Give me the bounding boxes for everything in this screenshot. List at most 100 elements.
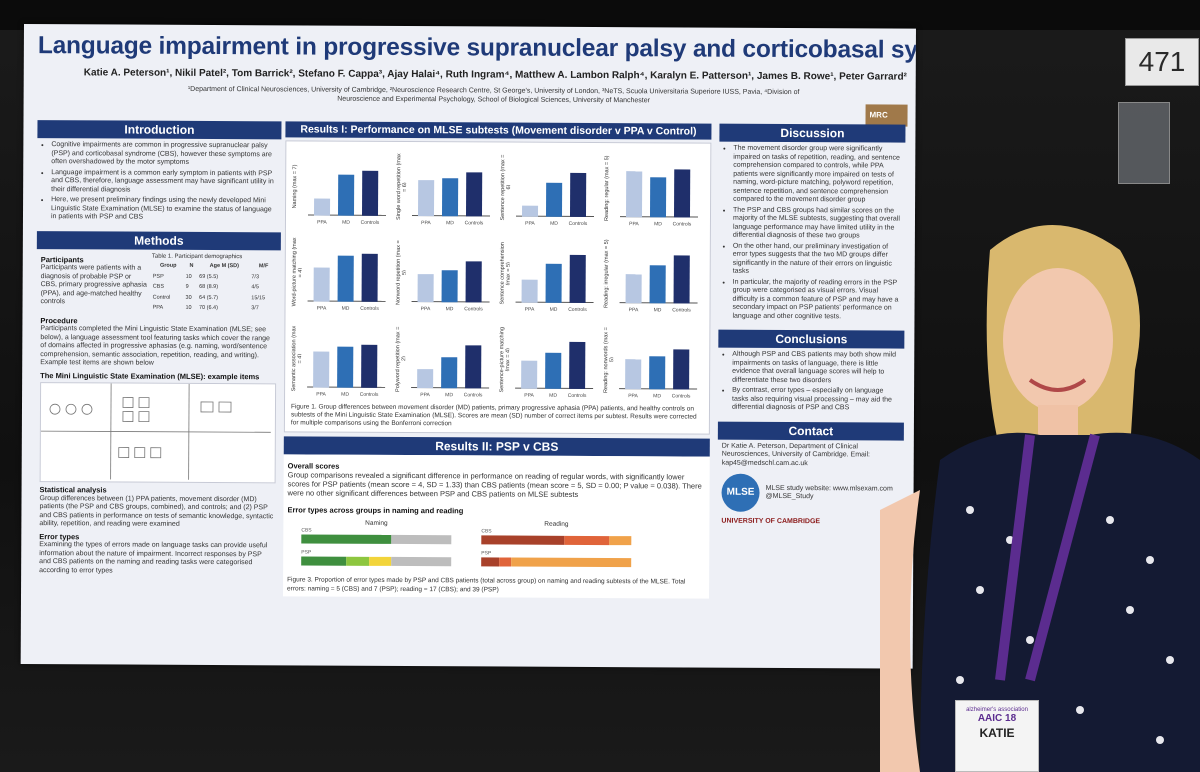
lanyard-left bbox=[995, 434, 1035, 681]
chart-bar bbox=[569, 172, 587, 217]
chart-bar bbox=[337, 255, 354, 302]
chart-bar bbox=[521, 205, 539, 217]
table-cell: 30 bbox=[185, 294, 192, 301]
chart-x-tick: PPA bbox=[524, 306, 535, 313]
contact-heading: Contact bbox=[717, 421, 904, 441]
chart-x-tick: MD bbox=[445, 392, 453, 399]
table-cell: 68 (8.9) bbox=[199, 283, 219, 291]
table-cell: 15/15 bbox=[251, 294, 266, 301]
introduction-heading: Introduction bbox=[37, 120, 282, 140]
discussion-heading: Discussion bbox=[719, 123, 906, 143]
chart-x-tick: PPA bbox=[628, 307, 639, 314]
mlse-subtest-chart: Single word repetition (max = 6) PPA MD Con… bbox=[394, 146, 494, 231]
bar-segment bbox=[511, 557, 632, 568]
chart-x-tick: PPA bbox=[629, 221, 639, 228]
chart-x-tick: MD bbox=[549, 306, 558, 313]
chart-x-tick: PPA bbox=[628, 393, 638, 400]
chart-bar bbox=[338, 174, 355, 216]
procedure-text: Participants completed the Mini Linguist… bbox=[40, 325, 270, 367]
intro-bullet: Here, we present preliminary findings us… bbox=[51, 196, 277, 223]
chart-x-tick: PPA bbox=[316, 305, 327, 312]
chart-bar bbox=[362, 170, 379, 216]
dress-polka-dots bbox=[956, 506, 1174, 744]
chart-ylabel: Sentence-picture matching (max = 4) bbox=[499, 326, 510, 393]
research-poster: Language impairment in progressive supra… bbox=[20, 24, 916, 669]
chart-x-tick: PPA bbox=[420, 306, 431, 313]
chart-x-tick: Controls bbox=[672, 221, 692, 228]
overall-scores-text: Group comparisons revealed a significant… bbox=[287, 470, 702, 499]
chart-bar bbox=[545, 263, 562, 303]
results2-heading: Results II: PSP v CBS bbox=[283, 436, 710, 457]
chart-x-tick: Controls bbox=[359, 391, 379, 398]
chart-ylabel: Semantic association (max = 4) bbox=[291, 325, 302, 392]
right-column: Discussion The movement disorder group w… bbox=[717, 120, 906, 530]
mlse-subtest-chart: Sentence repetition (max = 6) PPA MD Contro… bbox=[498, 146, 598, 231]
table-header: N bbox=[189, 262, 194, 269]
booth-number: 471 bbox=[1125, 38, 1199, 86]
mlse-subtest-chart: Reading: regular (max = 5) PPA MD Controls bbox=[602, 147, 702, 232]
bar-segment bbox=[391, 534, 452, 545]
conclusions-body: Although PSP and CBS patients may both s… bbox=[718, 348, 904, 418]
bar-segment bbox=[499, 557, 512, 567]
bar-segment bbox=[608, 536, 632, 546]
chart-bar bbox=[441, 178, 459, 217]
chart-x-tick: Controls bbox=[464, 306, 483, 313]
neck bbox=[1038, 405, 1078, 435]
center-column: Results I: Performance on MLSE subtests … bbox=[283, 117, 712, 599]
chart-bar bbox=[545, 182, 563, 217]
table-row: Control 30 64 (5.7) 15/15 bbox=[152, 292, 277, 303]
chart-x-tick: PPA bbox=[524, 392, 534, 399]
chart-x-tick: Controls bbox=[568, 306, 587, 313]
chart-x-tick: PPA bbox=[420, 392, 430, 399]
mlse-subtest-chart: Sentence-picture matching (max = 4) PPA MD… bbox=[497, 318, 597, 403]
chart-ylabel: Reading: nonwords (max = 5) bbox=[603, 327, 614, 394]
mlse-example-icons bbox=[40, 383, 271, 480]
presenter-photo bbox=[880, 225, 1200, 772]
badge-name: KATIE bbox=[979, 726, 1015, 740]
chart-bar bbox=[314, 198, 331, 216]
table-header: Age M (SD) bbox=[209, 262, 240, 270]
chart-ylabel: Word-picture matching (max = 4) bbox=[291, 237, 302, 307]
chart-bar bbox=[673, 169, 691, 218]
chart-bar bbox=[569, 341, 586, 389]
chart-bar bbox=[521, 360, 538, 389]
discussion-bullet: On the other hand, our preliminary inves… bbox=[733, 242, 901, 277]
face bbox=[1003, 268, 1113, 412]
bar-segment bbox=[391, 556, 452, 567]
participants-text: Participants were patients with a diagno… bbox=[40, 264, 147, 306]
reading-cbs-bar bbox=[481, 535, 632, 546]
table-cell: 10 bbox=[185, 273, 192, 280]
mlse-subtest-chart: Nonword repetition (max = 5) PPA MD Control… bbox=[393, 232, 493, 317]
name-badge: alzheimer's association AAIC 18 KATIE bbox=[955, 700, 1039, 772]
bar-segment bbox=[481, 535, 564, 545]
study-twitter: @MLSE_Study bbox=[765, 492, 814, 501]
chart-x-tick: MD bbox=[341, 391, 349, 398]
table-row: PSP 10 69 (5.5) 7/3 bbox=[152, 271, 277, 282]
error-type-charts: Naming CBS PSP bbox=[287, 518, 705, 568]
intro-bullet: Cognitive impairments are common in prog… bbox=[51, 141, 277, 168]
chart-x-tick: Controls bbox=[672, 307, 691, 314]
mlse-subtest-chart: Sentence comprehension (max = 5) PPA MD Con… bbox=[497, 232, 597, 317]
naming-cbs-bar bbox=[301, 534, 452, 545]
table-header: Group bbox=[159, 262, 177, 269]
mlse-subtest-chart: Polyword repetition (max = 2) PPA MD Contro… bbox=[393, 318, 493, 403]
chart-bar bbox=[465, 261, 482, 303]
figure1-caption: Figure 1. Group differences between move… bbox=[290, 403, 697, 428]
demographics-table: Group N Age M (SD) M/F PSP 10 69 (5.5) 7… bbox=[152, 261, 277, 314]
table-row: CBS 9 68 (8.9) 4/5 bbox=[152, 282, 277, 293]
mlse-subtest-chart: Word-picture matching (max = 4) PPA MD Cont… bbox=[289, 231, 389, 316]
chart-bar bbox=[361, 253, 378, 302]
mlse-subtest-chart: Semantic association (max = 4) PPA MD Contr… bbox=[289, 317, 389, 402]
chart-x-tick: PPA bbox=[525, 220, 535, 227]
chart-x-tick: PPA bbox=[421, 220, 431, 227]
conclusions-heading: Conclusions bbox=[718, 329, 905, 349]
naming-error-chart: Naming CBS PSP bbox=[301, 518, 452, 567]
introduction-body: Cognitive impairments are common in prog… bbox=[37, 138, 281, 228]
chart-ylabel: Single word repetition (max = 6) bbox=[395, 153, 407, 221]
chart-x-tick: MD bbox=[342, 219, 350, 226]
chart-bar bbox=[649, 356, 666, 390]
chart-x-tick: Controls bbox=[463, 392, 483, 399]
table-cell: 69 (5.5) bbox=[199, 273, 219, 280]
chart-bar bbox=[625, 171, 643, 218]
